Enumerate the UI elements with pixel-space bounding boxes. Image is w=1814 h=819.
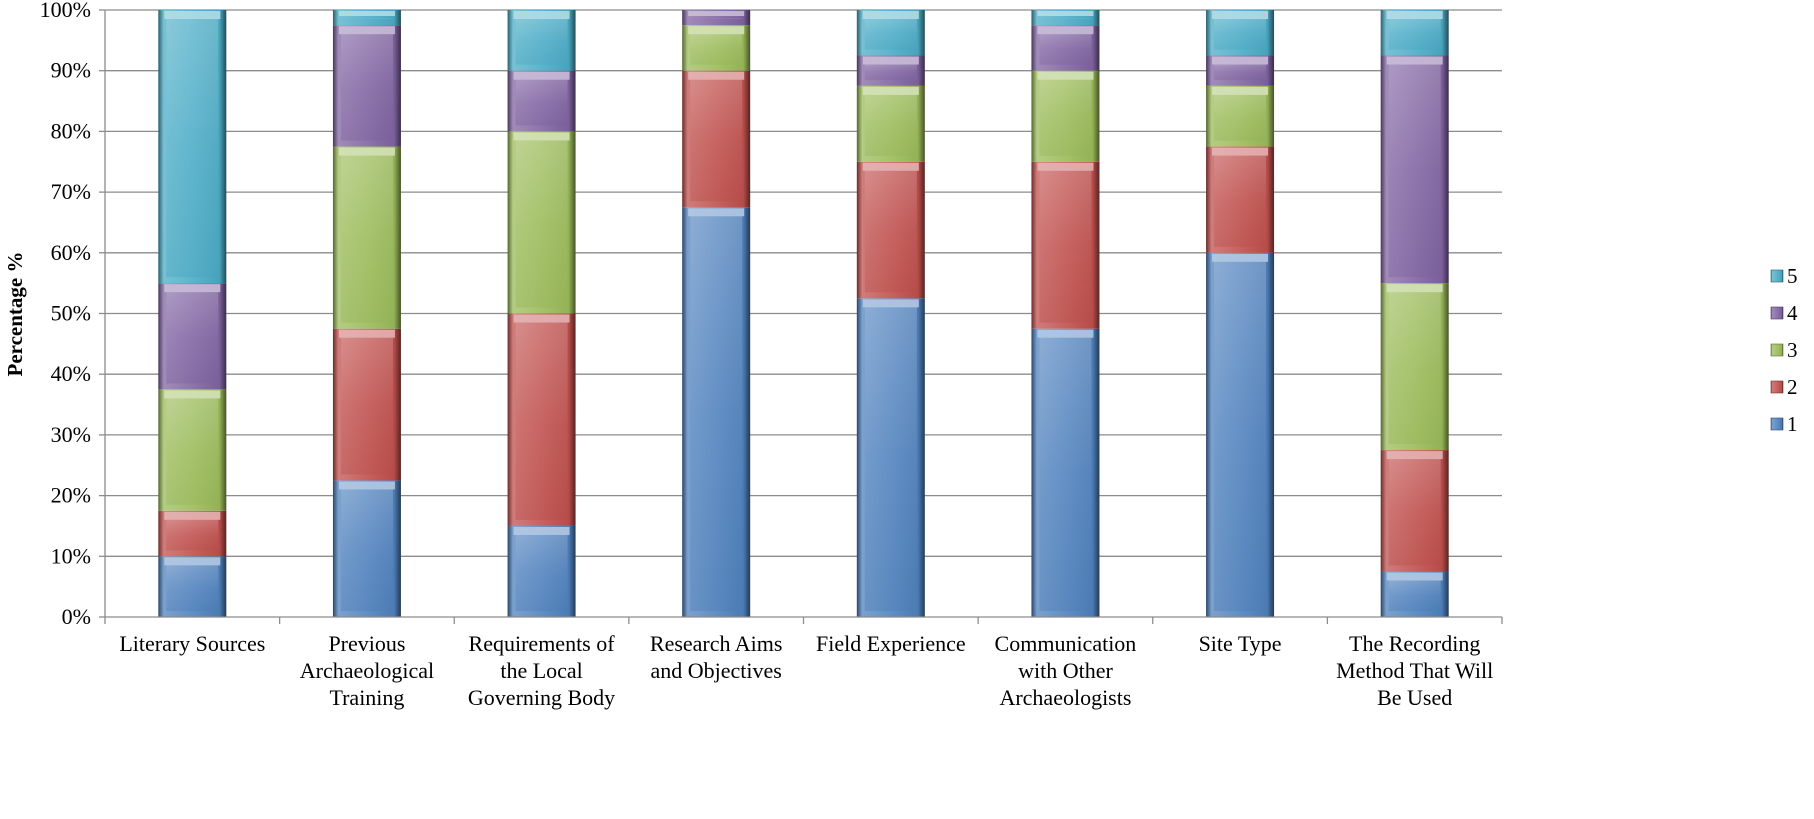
category-labels: Literary Sources Previous Archaeological Tr… [119,631,1493,710]
x-category-label: Communication with Other Archaeologists [995,631,1137,710]
y-tick-label: 40% [51,361,91,386]
y-tick-label: 70% [51,179,91,204]
y-tick-label: 0% [62,604,91,629]
bar-segment [332,146,401,329]
bar-segment [856,298,925,617]
bar-segment [332,10,401,26]
y-tick-labels: 0% 10% 20% 30% 40% 50% 60% 70% 80% 90% 100% [40,0,91,629]
y-tick-label: 80% [51,118,91,143]
y-tick-label: 20% [51,483,91,508]
legend-item: 5 [1770,264,1798,288]
bar-segment [507,313,576,526]
legend-label: 5 [1787,264,1798,288]
bar-segment [507,10,576,71]
bar-segment [332,25,401,147]
bar-segment [158,556,227,617]
y-tick-label: 50% [51,301,91,326]
bar-segment [1206,10,1275,56]
bar-segment [1031,161,1100,329]
y-tick-label: 100% [40,0,91,22]
bar-segment [682,207,751,617]
bar-segment [507,70,576,132]
bar-segment [856,85,925,162]
bar-segment [856,10,925,56]
x-category-label: Field Experience [816,631,966,656]
legend-label: 3 [1787,338,1798,362]
bar-segment [682,70,751,208]
bar-segment [1380,450,1449,572]
bar-segment [682,10,751,26]
bar-segment [158,389,227,511]
legend-label: 1 [1787,412,1798,436]
legend-item: 2 [1770,375,1798,399]
bar-segment [332,328,401,481]
bar-segment [856,161,925,299]
legend-label: 2 [1787,375,1798,399]
bar-segment [1206,55,1275,86]
y-tick-label: 90% [51,58,91,83]
x-category-label: Literary Sources [119,631,265,656]
legend-item: 1 [1770,412,1798,436]
x-category-label: The Recording Method That Will Be Used [1336,631,1493,710]
bar-segment [158,510,227,557]
x-category-label: Research Aims and Objectives [650,631,783,683]
bar-segment [1206,85,1275,147]
legend-item: 4 [1770,301,1798,325]
bar-segment [158,10,227,284]
x-category-label: Previous Archaeological Training [300,631,434,710]
bar-segment [1380,55,1449,284]
legend: 5 4 3 2 1 [1770,264,1798,436]
bar-segment [1206,252,1275,618]
y-tick-label: 60% [51,240,91,265]
bar-segment [1031,25,1100,71]
bar-segment [1031,70,1100,162]
gridlines [99,9,1502,618]
bar-segment [332,480,401,617]
bar-segment [856,55,925,86]
bar-segment [1031,328,1100,617]
bar-segment [507,131,576,314]
bar-segment [158,283,227,390]
bar-segment [1380,10,1449,56]
axes [104,10,1503,624]
legend-label: 4 [1787,301,1798,325]
bar-segment [507,525,576,617]
bar-segment [1380,283,1449,451]
y-tick-label: 30% [51,422,91,447]
legend-item: 3 [1770,338,1798,362]
bars [158,10,1449,618]
x-category-label: Site Type [1199,631,1282,656]
x-category-label: Requirements of the Local Governing Body [468,631,615,710]
y-axis-label: Percentage % [3,252,27,377]
bar-segment [1380,571,1449,617]
bar-segment [1206,146,1275,253]
bar-segment [682,25,751,71]
y-tick-label: 10% [51,543,91,568]
bar-segment [1031,10,1100,26]
